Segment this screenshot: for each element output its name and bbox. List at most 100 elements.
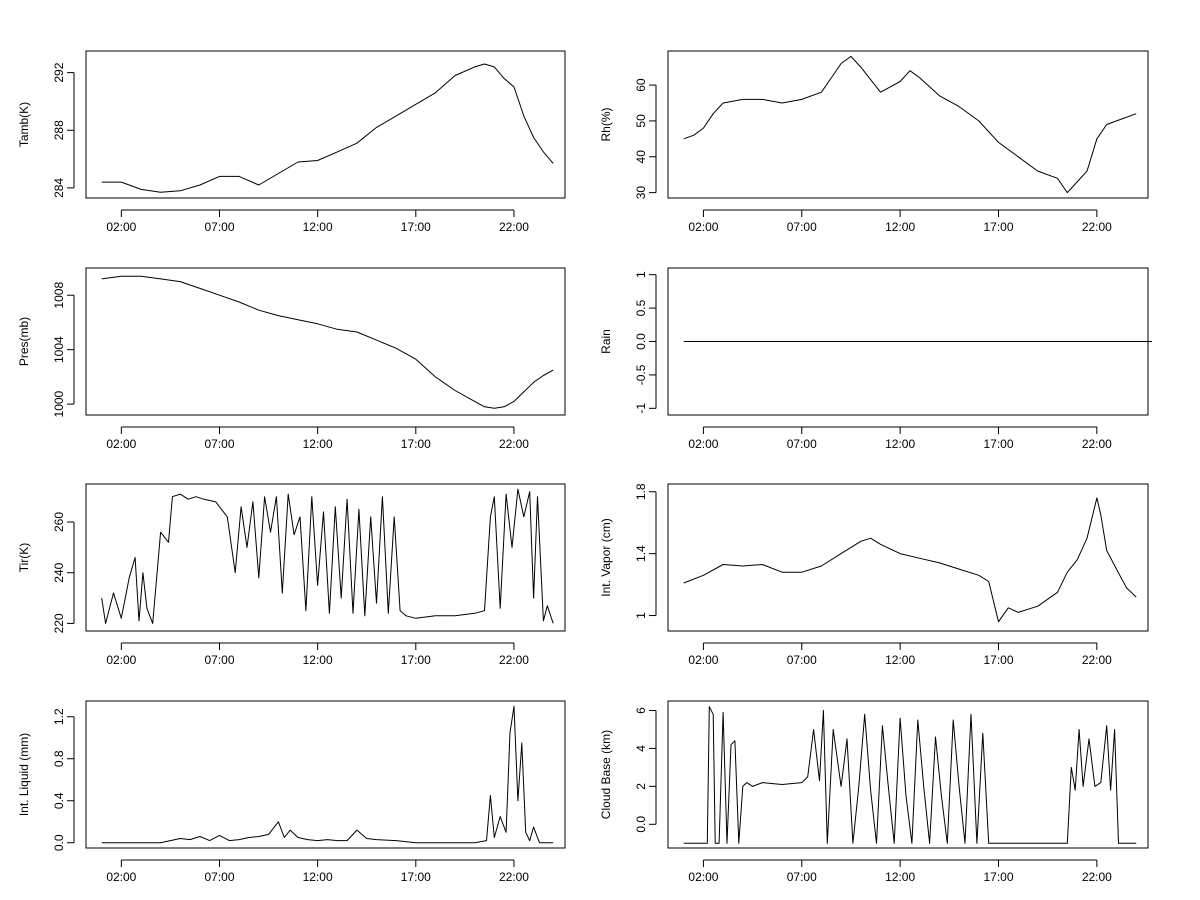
y-tick-label: 0.5 bbox=[634, 299, 648, 316]
series-line-liquid bbox=[101, 705, 554, 844]
y-tick-label: 240 bbox=[52, 562, 66, 582]
series-line-vapor bbox=[683, 497, 1137, 623]
y-tick-label: 0.8 bbox=[52, 750, 66, 767]
y-tick-label: 60 bbox=[634, 78, 648, 92]
panel-pres: 02:00 07:00 12:00 17:00 22:00 1000 1004 1008 Pre… bbox=[17, 267, 566, 451]
x-tick-label: 07:00 bbox=[204, 220, 234, 234]
y-axis-title-rain: Rain bbox=[599, 329, 613, 354]
y-axis-title-liquid: Int. Liquid (mm) bbox=[17, 733, 31, 816]
y-tick-label: -1 bbox=[634, 403, 648, 414]
x-tick-label: 07:00 bbox=[204, 870, 234, 884]
x-tick-label: 02:00 bbox=[688, 653, 718, 667]
y-tick-label: 284 bbox=[52, 178, 66, 198]
y-tick-label: 260 bbox=[52, 512, 66, 532]
x-axis-vapor: 02:00 07:00 12:00 17:00 22:00 bbox=[688, 642, 1112, 667]
y-axis-title-rh: Rh(%) bbox=[599, 107, 613, 141]
y-tick-label: 1.8 bbox=[634, 483, 648, 500]
x-tick-label: 12:00 bbox=[303, 220, 333, 234]
x-axis-liquid: 02:00 07:00 12:00 17:00 22:00 bbox=[106, 859, 529, 884]
y-tick-label: 50 bbox=[634, 114, 648, 128]
x-tick-label: 02:00 bbox=[688, 870, 718, 884]
x-axis-rain: 02:00 07:00 12:00 17:00 22:00 bbox=[688, 426, 1112, 451]
x-tick-label: 02:00 bbox=[688, 220, 718, 234]
plot-frame-cloud bbox=[667, 700, 1149, 849]
x-tick-label: 02:00 bbox=[106, 870, 136, 884]
y-tick-label: 2 bbox=[634, 783, 648, 790]
x-tick-label: 07:00 bbox=[787, 220, 817, 234]
plot-frame-rh bbox=[667, 50, 1149, 199]
x-tick-label: 12:00 bbox=[885, 220, 915, 234]
panel-tamb: 02:00 07:00 12:00 17:00 22:00 284 288 292 Tamb(K… bbox=[17, 50, 566, 234]
y-axis-tamb: 284 288 292 bbox=[52, 62, 75, 198]
y-tick-label: 1004 bbox=[52, 336, 66, 363]
y-tick-label: 1 bbox=[634, 612, 648, 619]
x-tick-label: 12:00 bbox=[885, 437, 915, 451]
plot-frame-pres bbox=[85, 267, 566, 416]
x-tick-label: 17:00 bbox=[983, 653, 1013, 667]
y-axis-cloud: 0.0 2 4 6 bbox=[634, 707, 657, 833]
y-tick-label: 1000 bbox=[52, 390, 66, 417]
y-axis-title-tir: Tir(K) bbox=[17, 543, 31, 573]
series-line-cloud bbox=[683, 706, 1137, 844]
x-tick-label: 17:00 bbox=[401, 653, 431, 667]
y-axis-vapor: 1 1.4 1.8 bbox=[634, 483, 657, 619]
y-tick-label: -0.5 bbox=[634, 364, 648, 385]
y-tick-label: 30 bbox=[634, 186, 648, 200]
y-tick-label: 288 bbox=[52, 120, 66, 140]
x-tick-label: 22:00 bbox=[499, 437, 529, 451]
x-tick-label: 22:00 bbox=[1082, 653, 1112, 667]
panel-liquid: 02:00 07:00 12:00 17:00 22:00 0.0 0.4 0.8 1.2 Int… bbox=[17, 700, 566, 884]
x-tick-label: 02:00 bbox=[106, 220, 136, 234]
y-axis-pres: 1000 1004 1008 bbox=[52, 282, 75, 417]
y-tick-label: 292 bbox=[52, 62, 66, 82]
y-tick-label: 1.2 bbox=[52, 708, 66, 725]
panel-vapor: 02:00 07:00 12:00 17:00 22:00 1 1.4 1.8 Int. Vap… bbox=[599, 483, 1149, 667]
x-tick-label: 17:00 bbox=[401, 870, 431, 884]
y-axis-tir: 220 240 260 bbox=[52, 512, 75, 633]
x-axis-rh: 02:00 07:00 12:00 17:00 22:00 bbox=[688, 209, 1112, 234]
x-axis-tir: 02:00 07:00 12:00 17:00 22:00 bbox=[106, 642, 529, 667]
x-tick-label: 02:00 bbox=[106, 437, 136, 451]
x-tick-label: 07:00 bbox=[787, 437, 817, 451]
y-tick-label: 0.0 bbox=[634, 816, 648, 833]
x-tick-label: 17:00 bbox=[401, 220, 431, 234]
x-tick-label: 02:00 bbox=[106, 653, 136, 667]
x-axis-cloud: 02:00 07:00 12:00 17:00 22:00 bbox=[688, 859, 1112, 884]
x-tick-label: 22:00 bbox=[499, 220, 529, 234]
x-tick-label: 22:00 bbox=[1082, 437, 1112, 451]
y-tick-label: 0.4 bbox=[52, 792, 66, 809]
series-line-rh bbox=[683, 55, 1137, 194]
y-axis-rain: -1 -0.5 0.0 0.5 1 bbox=[634, 271, 657, 414]
y-tick-label: 40 bbox=[634, 150, 648, 164]
series-line-tamb bbox=[101, 63, 554, 193]
y-tick-label: 1 bbox=[634, 271, 648, 278]
x-tick-label: 07:00 bbox=[204, 653, 234, 667]
series-line-tir bbox=[101, 488, 554, 624]
y-axis-title-tamb: Tamb(K) bbox=[17, 102, 31, 147]
x-tick-label: 12:00 bbox=[303, 870, 333, 884]
y-tick-label: 4 bbox=[634, 745, 648, 752]
x-axis-pres: 02:00 07:00 12:00 17:00 22:00 bbox=[106, 426, 529, 451]
x-tick-label: 07:00 bbox=[787, 870, 817, 884]
plot-frame-tamb bbox=[85, 50, 566, 199]
y-axis-title-pres: Pres(mb) bbox=[17, 317, 31, 366]
y-axis-title-cloud: Cloud Base (km) bbox=[599, 730, 613, 819]
x-tick-label: 17:00 bbox=[983, 437, 1013, 451]
x-tick-label: 22:00 bbox=[1082, 220, 1112, 234]
plot-frame-vapor bbox=[667, 483, 1149, 632]
plot-frame-liquid bbox=[85, 700, 566, 849]
plot-frame-tir bbox=[85, 483, 566, 632]
panel-cloud: 02:00 07:00 12:00 17:00 22:00 0.0 2 4 6 Cloud Bas… bbox=[599, 700, 1149, 884]
y-tick-label: 0.0 bbox=[52, 834, 66, 851]
x-tick-label: 12:00 bbox=[303, 437, 333, 451]
panel-tir: 02:00 07:00 12:00 17:00 22:00 220 240 260 Tir(K) bbox=[17, 483, 566, 667]
y-tick-label: 220 bbox=[52, 613, 66, 633]
x-tick-label: 17:00 bbox=[401, 437, 431, 451]
y-tick-label: 1008 bbox=[52, 282, 66, 309]
x-tick-label: 22:00 bbox=[1082, 870, 1112, 884]
series-line-pres bbox=[101, 275, 554, 409]
x-tick-label: 12:00 bbox=[885, 870, 915, 884]
y-axis-liquid: 0.0 0.4 0.8 1.2 bbox=[52, 708, 75, 851]
panel-rh: 02:00 07:00 12:00 17:00 22:00 30 40 50 60 Rh(%) bbox=[599, 50, 1149, 234]
panel-rain: 02:00 07:00 12:00 17:00 22:00 -1 -0.5 0.0 0.5 1 Ra… bbox=[599, 267, 1152, 451]
